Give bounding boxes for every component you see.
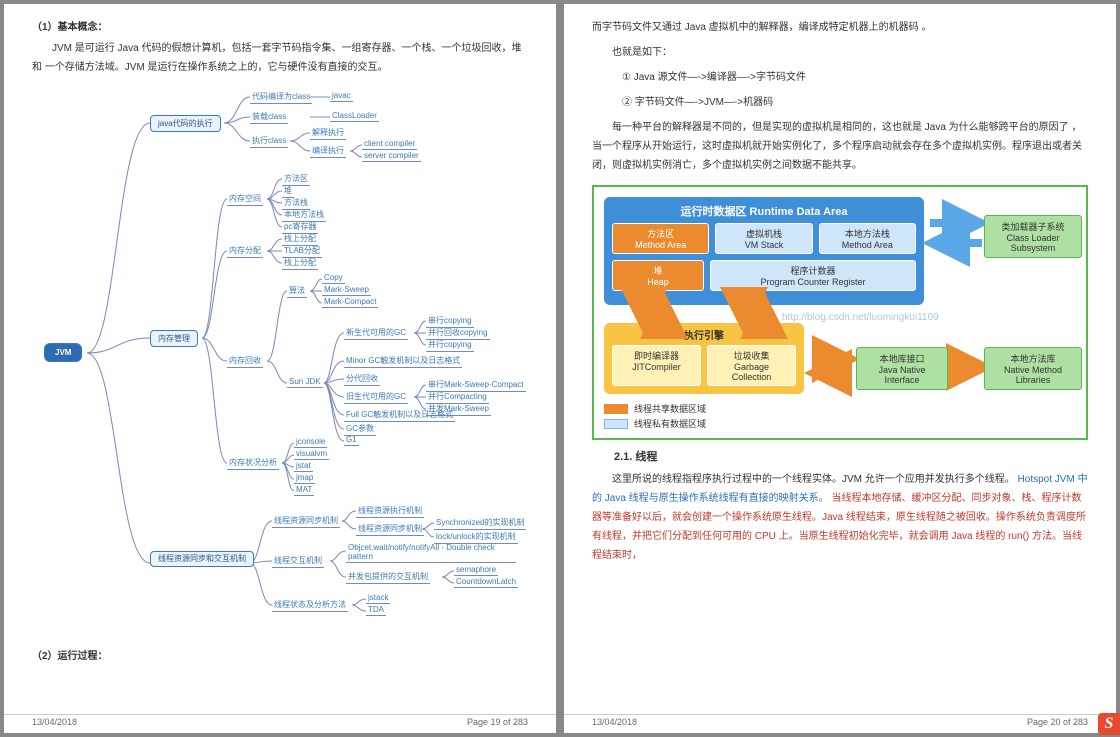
l-t2b: 并发包提供的交互机制 <box>346 571 430 584</box>
section-1-label: （1）基本概念： <box>32 18 528 33</box>
section-2-label: （2）运行过程： <box>32 647 528 662</box>
l-t1b: 线程资源同步机制 <box>356 523 424 536</box>
l-t1a: 线程资源执行机制 <box>356 505 424 518</box>
l-alg3: Mark-Compact <box>322 297 378 308</box>
mindmap-root: JVM <box>44 343 82 362</box>
l-fullgc: Full GC触发机制以及日志格式 <box>344 409 455 422</box>
box-jit: 即时编译器 JITCompiler <box>612 345 701 386</box>
r-p1: 而字节码文件又通过 Java 虚拟机中的解释器，编译成特定机器上的机器码 。 <box>592 18 1088 37</box>
r-p5: 每一种平台的解释器是不同的，但是实现的虚拟机是相同的，这也就是 Java 为什么… <box>592 118 1088 175</box>
l-newgc: 新生代可用的GC <box>344 327 408 340</box>
l-s4: jmap <box>294 473 315 484</box>
r-p6a: 这里所说的线程指程序执行过程中的一个线程实体。JVM 允许一个应用并发执行多个线… <box>612 474 1015 485</box>
box-gc: 垃圾收集 Garbage Collection <box>707 345 796 386</box>
l-minor: Minor GC触发机制以及日志格式 <box>344 355 462 368</box>
legend-private: 线程私有数据区域 <box>634 417 706 430</box>
jvm-mindmap: JVM java代码的执行 代码编译为class javac 装载class C… <box>32 83 532 643</box>
box-native-stack: 本地方法栈 Method Area <box>819 223 916 254</box>
l-t3b: TDA <box>366 605 386 616</box>
box-pc: 程序计数器 Program Counter Register <box>710 260 916 291</box>
l-t1: 线程资源同步机制 <box>272 515 340 528</box>
l-t2b1: semaphore <box>454 565 498 576</box>
leaf-memgc: 内存回收 <box>227 355 263 368</box>
l-a3: 栈上分配 <box>282 257 318 270</box>
section-thread: 2.1. 线程 <box>614 448 1088 464</box>
runtime-area: 运行时数据区 Runtime Data Area 方法区 Method Area… <box>604 197 924 305</box>
leaf-serverc: server compiler <box>362 151 421 162</box>
footer-left: 13/04/2018 Page 19 of 283 <box>4 714 556 727</box>
leaf-javac: javac <box>330 91 353 102</box>
leaf-memspace: 内存空间 <box>227 193 263 206</box>
l-t3: 线程状态及分析方法 <box>272 599 348 612</box>
leaf-compexec: 编译执行 <box>310 145 346 158</box>
box-jni: 本地库接口 Java Native Interface <box>856 347 948 390</box>
para-jvm-def: JVM 是可运行 Java 代码的假想计算机，包括一套字节码指令集、一组寄存器、… <box>32 39 528 77</box>
box-classloader: 类加载器子系统 Class Loader Subsystem <box>984 215 1082 258</box>
leaf-compile: 代码编译为class <box>250 91 312 104</box>
page-right-content: 而字节码文件又通过 Java 虚拟机中的解释器，编译成特定机器上的机器码 。 也… <box>564 4 1116 595</box>
l-alg1: Copy <box>322 273 345 284</box>
l-ngc3: 并行copying <box>426 339 474 352</box>
page-left-content: （1）基本概念： JVM 是可运行 Java 代码的假想计算机，包括一套字节码指… <box>4 4 556 692</box>
leaf-execclass: 执行class <box>250 135 288 148</box>
l-t3a: jstack <box>366 593 390 604</box>
leaf-memalloc: 内存分配 <box>227 245 263 258</box>
footer-date-right: 13/04/2018 <box>592 717 637 727</box>
node-exec: java代码的执行 <box>150 115 221 132</box>
engine-area: 执行引擎 即时编译器 JITCompiler 垃圾收集 Garbage Coll… <box>604 323 804 394</box>
box-method-area: 方法区 Method Area <box>612 223 709 254</box>
footer-date-left: 13/04/2018 <box>32 717 77 727</box>
app-badge[interactable]: S <box>1098 713 1120 735</box>
r-p4: ② 字节码文件—->JVM—->机器码 <box>592 93 1088 112</box>
r-p6: 这里所说的线程指程序执行过程中的一个线程实体。JVM 允许一个应用并发执行多个线… <box>592 470 1088 565</box>
legend-private-swatch <box>604 419 628 429</box>
leaf-sunjdk: Sun JDK <box>287 377 323 388</box>
footer-right: 13/04/2018 Page 20 of 283 <box>564 714 1116 727</box>
l-t1b1: Synchronized的实现机制 <box>434 517 526 530</box>
l-s3: jstat <box>294 461 313 472</box>
r-p2: 也就是如下： <box>592 43 1088 62</box>
box-nativelib: 本地方法库 Native Method Libraries <box>984 347 1082 390</box>
legend-shared: 线程共享数据区域 <box>634 402 706 415</box>
l-s1: jconsole <box>294 437 327 448</box>
diagram-watermark: http://blog.csdn.net/luomingkui1109 <box>782 312 939 323</box>
footer-page-right: Page 20 of 283 <box>1027 717 1088 727</box>
l-s2: visualvm <box>294 449 329 460</box>
l-gengc: 分代回收 <box>344 373 380 386</box>
jvm-diagram: http://blog.csdn.net/luomingkui1109 运行时数… <box>592 185 1088 440</box>
leaf-load: 装载class <box>250 111 288 124</box>
leaf-interp: 解释执行 <box>310 127 346 140</box>
engine-title: 执行引擎 <box>612 327 796 342</box>
l-t2: 线程交互机制 <box>272 555 324 568</box>
box-vmstack: 虚拟机栈 VM Stack <box>715 223 812 254</box>
l-t2b2: CountdownLatch <box>454 577 518 588</box>
r-p3: ① Java 源文件—->编译器—->字节码文件 <box>592 68 1088 87</box>
node-mem: 内存管理 <box>150 330 198 347</box>
l-oldgc: 旧生代可用的GC <box>344 391 408 404</box>
leaf-classloader: ClassLoader <box>330 111 379 122</box>
leaf-algo: 算法 <box>287 285 307 298</box>
box-heap: 堆 Heap <box>612 260 704 291</box>
page-right: 而字节码文件又通过 Java 虚拟机中的解释器，编译成特定机器上的机器码 。 也… <box>564 4 1116 733</box>
l-s5: MAT <box>294 485 314 496</box>
leaf-clientc: client compiler <box>362 139 417 150</box>
l-t2a: Objcet.wait/notify/notifyAll - Double ch… <box>346 543 516 563</box>
page-left: （1）基本概念： JVM 是可运行 Java 代码的假想计算机，包括一套字节码指… <box>4 4 556 733</box>
runtime-title: 运行时数据区 Runtime Data Area <box>612 203 916 219</box>
node-thread: 线程资源同步和交互机制 <box>150 551 254 567</box>
leaf-memstat: 内存状况分析 <box>227 457 279 470</box>
l-g1: G1 <box>344 435 359 446</box>
footer-page-left: Page 19 of 283 <box>467 717 528 727</box>
diagram-legend: 线程共享数据区域 线程私有数据区域 <box>604 402 1076 430</box>
l-alg2: Mark-Sweep <box>322 285 371 296</box>
legend-shared-swatch <box>604 404 628 414</box>
